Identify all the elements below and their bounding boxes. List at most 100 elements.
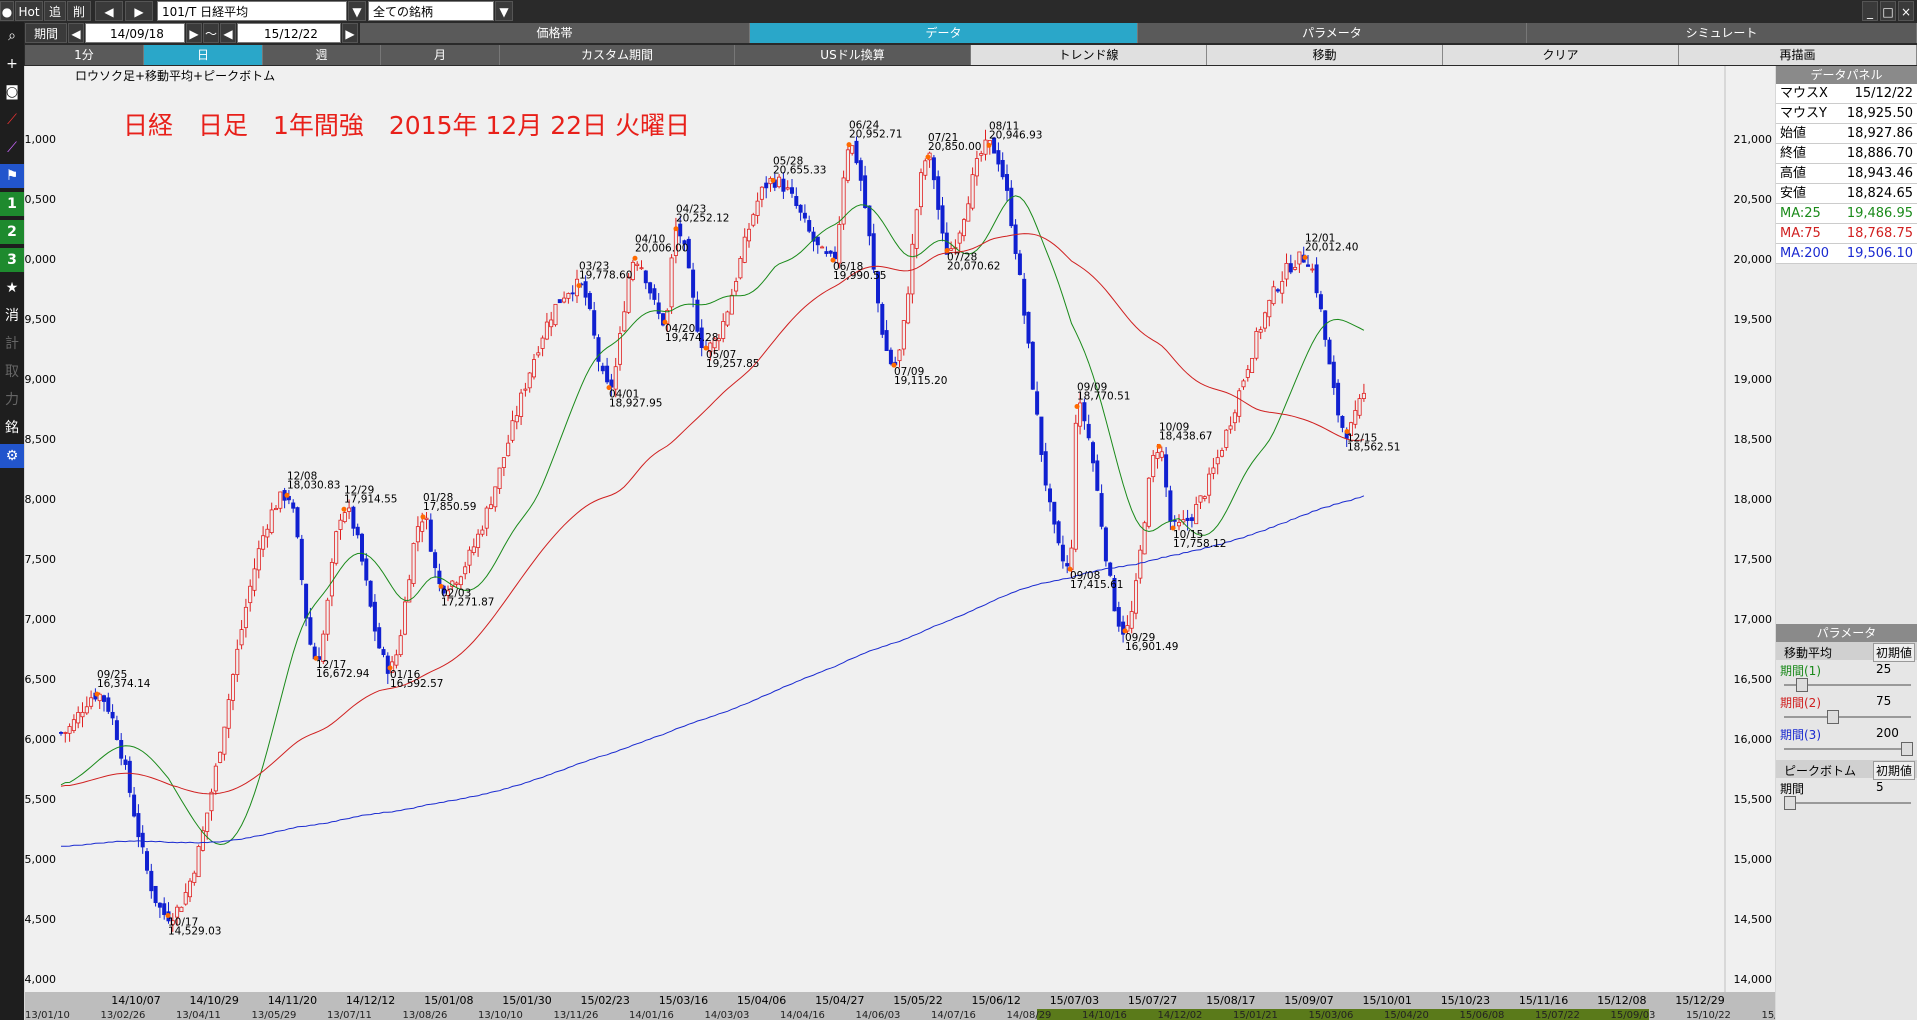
universe-dropdown-icon[interactable]: ▼ (495, 1, 513, 21)
close-icon[interactable]: × (1898, 1, 1914, 21)
candle-body (815, 236, 820, 246)
start-prev-icon[interactable]: ◀ (68, 23, 84, 43)
peak-date: 07/09 (894, 366, 924, 378)
candle-body (170, 920, 175, 925)
period-slider-2[interactable] (1776, 710, 1917, 724)
minimize-icon[interactable]: _ (1862, 1, 1878, 21)
candle-body (777, 176, 782, 188)
trend-chart-icon[interactable]: ⟋ (7, 140, 17, 156)
candle-body (213, 765, 218, 792)
preset-1-button[interactable]: 1 (0, 192, 24, 216)
power-button[interactable]: 力 (5, 392, 19, 408)
candle-body (901, 320, 906, 350)
peak-slider-thumb[interactable] (1784, 796, 1796, 810)
y-tick-right: 19,500 (1734, 313, 1773, 326)
x-tick-label: 15/11/16 (1519, 994, 1568, 1007)
mode-tab-0[interactable]: 価格帯 (360, 23, 750, 43)
slider-thumb[interactable] (1795, 678, 1808, 692)
end-date-field[interactable]: 15/12/22 (237, 23, 341, 43)
period-slider-1[interactable] (1776, 678, 1917, 692)
next-symbol-button[interactable]: ▶ (125, 1, 153, 21)
overview-label: 13/02/26 (101, 1010, 146, 1020)
candle-body (1035, 391, 1040, 415)
y-axis: 21,000 21,000 20,500 20,500 20,000 20,000 19,5… (25, 133, 1772, 986)
timeframe-tab-1[interactable]: 日 (144, 45, 263, 65)
candle-body (506, 442, 511, 457)
candle-body (1039, 416, 1044, 455)
mode-tab-3[interactable]: シミュレート (1527, 23, 1917, 43)
symbol-dropdown-icon[interactable]: ▼ (348, 1, 366, 21)
search-icon[interactable]: ⌕ (8, 28, 16, 44)
settings-gear-icon[interactable]: ⚙ (0, 444, 24, 468)
y-tick-right: 18,000 (1734, 493, 1773, 506)
preset-3-button[interactable]: 3 (0, 248, 24, 272)
candle-body (1043, 451, 1048, 486)
crosshair-icon[interactable]: + (6, 56, 18, 72)
bulb-icon[interactable]: ● (0, 1, 14, 21)
y-tick-left: 14,000 (25, 973, 56, 986)
period-slider-3[interactable] (1776, 742, 1917, 756)
timeframe-tab-4[interactable]: カスタム期間 (500, 45, 735, 65)
timeframe-tab-3[interactable]: 月 (381, 45, 500, 65)
erase-button[interactable]: 消 (5, 308, 19, 324)
tool-button-2[interactable]: クリア (1443, 45, 1679, 65)
camera-icon[interactable]: ◙ (5, 84, 19, 100)
timeframe-tab-5[interactable]: USドル換算 (735, 45, 971, 65)
peak-date: 10/09 (1159, 421, 1189, 433)
candle-body (1030, 341, 1035, 390)
tool-button-0[interactable]: トレンド線 (971, 45, 1207, 65)
candle-body (1065, 563, 1070, 567)
candle-body (218, 751, 223, 763)
tool-button-1[interactable]: 移動 (1207, 45, 1443, 65)
add-button[interactable]: 追 (44, 1, 66, 21)
end-next-icon[interactable]: ▶ (342, 23, 358, 43)
candle-body (587, 293, 592, 310)
flag-icon[interactable]: ⚑ (0, 164, 24, 188)
slider-thumb[interactable] (1827, 710, 1840, 724)
peak-period-slider[interactable] (1776, 796, 1917, 810)
mode-tab-1[interactable]: データ (750, 23, 1138, 43)
peak-value: 16,672.94 (316, 668, 370, 680)
hot-button[interactable]: Hot (15, 1, 43, 21)
chart-subtitle: ロウソク足+移動平均+ピークボトム (75, 69, 275, 83)
slider-thumb[interactable] (1901, 742, 1913, 756)
candle-body (781, 178, 786, 192)
candle-body (1331, 361, 1336, 389)
take-button[interactable]: 取 (5, 364, 19, 380)
peak-date: 09/09 (1077, 382, 1107, 394)
candle-body (497, 467, 502, 489)
line-chart-icon[interactable]: ⟋ (7, 112, 17, 128)
star-icon[interactable]: ★ (5, 280, 19, 296)
candle-body (716, 338, 721, 342)
tool-button-3[interactable]: 再描画 (1679, 45, 1917, 65)
candle-body (1211, 467, 1216, 474)
candle-body (605, 365, 610, 383)
end-prev-icon[interactable]: ◀ (220, 23, 236, 43)
candle-body (265, 528, 270, 538)
symbol-field[interactable]: 101/T 日経平均 (157, 1, 347, 21)
maximize-icon[interactable]: □ (1880, 1, 1896, 21)
y-tick-left: 19,500 (25, 313, 56, 326)
timeframe-tab-0[interactable]: 1分 (25, 45, 144, 65)
stock-button[interactable]: 銘 (5, 420, 19, 436)
calc-button[interactable]: 計 (5, 336, 19, 352)
timeframe-tab-2[interactable]: 週 (263, 45, 381, 65)
start-date-field[interactable]: 14/09/18 (85, 23, 185, 43)
price-chart[interactable]: ロウソク足+移動平均+ピークボトム 日経 日足 1年間強 2015年 12月 2… (25, 66, 1775, 992)
overview-label: 15/03/06 (1309, 1010, 1354, 1020)
preset-2-button[interactable]: 2 (0, 220, 24, 244)
prev-symbol-button[interactable]: ◀ (95, 1, 123, 21)
candle-body (226, 699, 231, 729)
ma-reset-button[interactable]: 初期値 (1872, 643, 1915, 662)
mode-tab-2[interactable]: パラメータ (1138, 23, 1527, 43)
peak-reset-button[interactable]: 初期値 (1872, 761, 1915, 780)
universe-field[interactable]: 全ての銘柄 (368, 1, 494, 21)
overview-range[interactable] (1037, 1009, 1649, 1020)
candle-body (1361, 392, 1366, 399)
candle-body (794, 196, 799, 206)
candle-body (187, 880, 192, 898)
y-tick-right: 17,000 (1734, 613, 1773, 626)
delete-button[interactable]: 削 (67, 1, 91, 21)
start-next-icon[interactable]: ▶ (186, 23, 202, 43)
y-tick-left: 14,500 (25, 913, 56, 926)
